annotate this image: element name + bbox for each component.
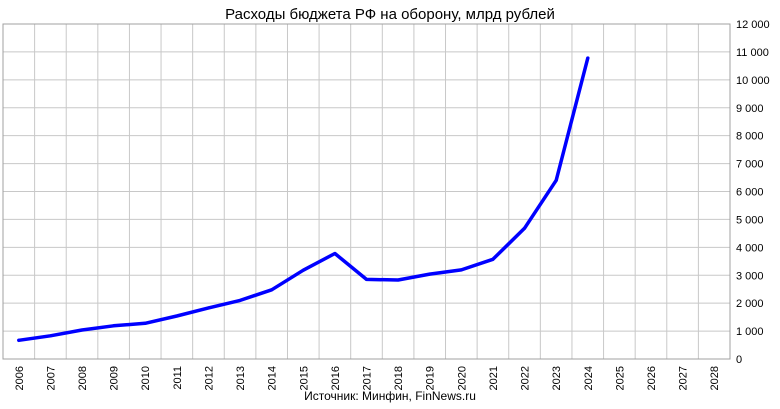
- x-tick-label: 2026: [646, 366, 658, 390]
- series-line: [17, 56, 590, 343]
- y-tick-label: 6 000: [736, 187, 764, 199]
- y-tick-label: 7 000: [736, 159, 764, 171]
- y-tick-label: 10 000: [736, 75, 770, 87]
- x-tick-label: 2023: [551, 366, 563, 390]
- data-point: [112, 324, 116, 328]
- x-tick-label: 2014: [267, 366, 279, 390]
- x-tick-label: 2025: [614, 366, 626, 390]
- data-point: [80, 328, 84, 332]
- x-tick-label: 2018: [393, 366, 405, 390]
- y-tick-label: 9 000: [736, 103, 764, 115]
- data-point: [523, 226, 527, 230]
- x-tick-label: 2015: [298, 366, 310, 390]
- data-point: [143, 321, 147, 325]
- x-tick-label: 2006: [14, 366, 26, 390]
- data-point: [586, 56, 590, 60]
- data-point: [428, 272, 432, 276]
- y-tick-label: 2 000: [736, 298, 764, 310]
- x-tick-label: 2028: [709, 366, 721, 390]
- x-tick-label: 2007: [45, 366, 57, 390]
- x-tick-label: 2017: [362, 366, 374, 390]
- y-tick-label: 8 000: [736, 131, 764, 143]
- data-point: [554, 178, 558, 182]
- y-tick-label: 5 000: [736, 214, 764, 226]
- chart-source: Источник: Минфин, FinNews.ru: [304, 389, 476, 403]
- data-point: [333, 251, 337, 255]
- data-point: [48, 334, 52, 338]
- data-point: [175, 314, 179, 318]
- x-tick-label: 2012: [203, 366, 215, 390]
- x-tick-label: 2008: [77, 366, 89, 390]
- x-tick-label: 2027: [678, 366, 690, 390]
- x-tick-label: 2020: [456, 366, 468, 390]
- plot-area: [2, 23, 731, 360]
- data-point: [365, 277, 368, 281]
- x-tick-label: 2021: [488, 366, 500, 390]
- y-tick-label: 12 000: [736, 19, 770, 31]
- data-point: [238, 298, 242, 302]
- data-point: [301, 268, 305, 272]
- data-point: [270, 288, 274, 292]
- chart-title: Расходы бюджета РФ на оборону, млрд рубл…: [225, 6, 555, 23]
- x-tick-label: 2016: [330, 366, 342, 390]
- x-tick-label: 2024: [583, 366, 595, 390]
- data-point: [17, 338, 21, 342]
- x-tick-label: 2022: [520, 366, 532, 390]
- y-tick-label: 3 000: [736, 270, 764, 282]
- y-tick-label: 0: [736, 354, 742, 366]
- y-tick-label: 1 000: [736, 326, 764, 338]
- data-point: [491, 257, 495, 261]
- x-tick-label: 2013: [235, 366, 247, 390]
- data-point: [396, 278, 400, 282]
- data-point: [459, 268, 463, 272]
- x-tick-label: 2019: [425, 366, 437, 390]
- x-tick-label: 2010: [140, 366, 152, 390]
- x-tick-label: 2009: [109, 366, 121, 390]
- y-tick-label: 4 000: [736, 242, 764, 254]
- x-tick-label: 2011: [172, 366, 184, 390]
- data-point: [206, 306, 210, 310]
- y-tick-label: 11 000: [736, 47, 769, 59]
